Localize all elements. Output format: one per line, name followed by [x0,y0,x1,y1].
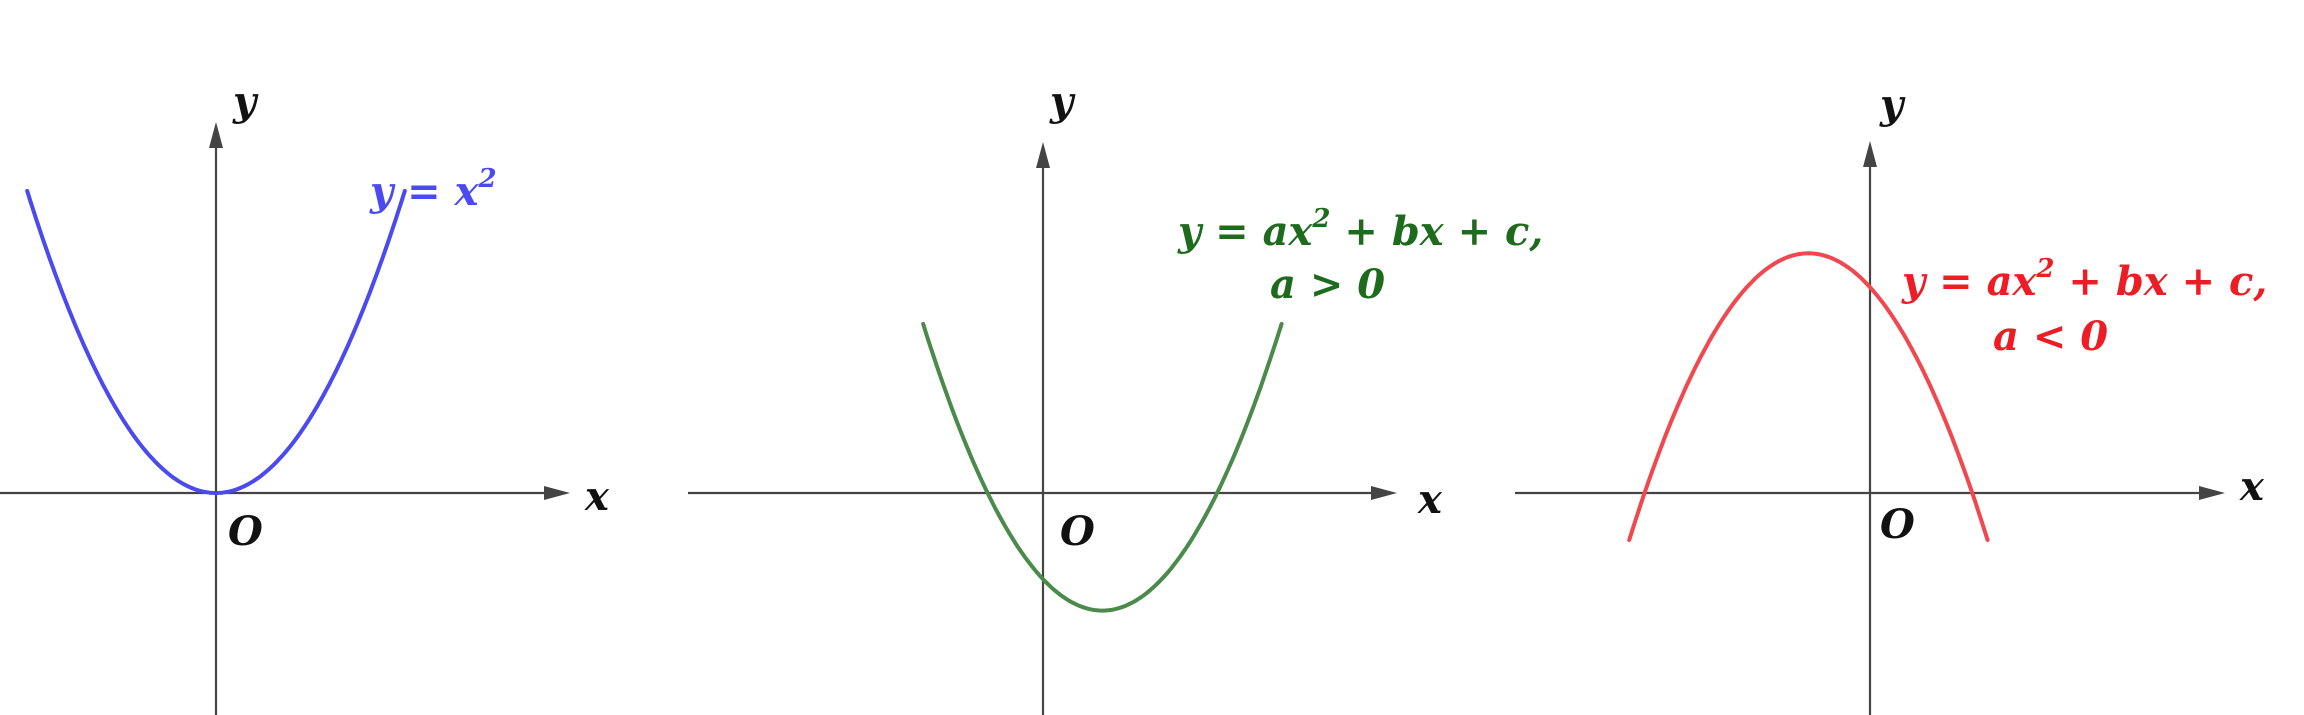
panel-1-equation-exponent: 2 [477,164,496,194]
panel-3-equation: y = ax2 + bx + c, [1901,254,2267,305]
panel-3-equation-tail: + bx + c, [2054,258,2267,305]
panel-2-x-axis-arrow [1371,486,1397,500]
panel-2-condition: a > 0 [1270,261,1385,308]
panel-2-equation-lead: y = ax [1177,208,1314,255]
panel-1-y-axis-label: y [232,78,259,125]
panel-1-x-axis-label: x [584,473,610,520]
panel-2-y-axis-arrow [1036,142,1050,168]
panel-3-x-axis-arrow [2199,486,2225,500]
panel-3-equation-lead: y = ax [1901,258,2038,305]
panel-1-equation-lead: y = x [369,168,480,215]
panel-1: x y O y = x2 [0,78,610,715]
panel-2-equation-exponent: 2 [1311,204,1330,234]
panel-2-parabola [921,321,1284,613]
panel-3-condition: a < 0 [1993,313,2108,360]
panel-2-equation-tail: + bx + c, [1330,208,1543,255]
panel-2-x-axis-label: x [1417,476,1443,523]
panel-1-equation: y = x2 [369,164,497,215]
panel-2-y-axis-label: y [1049,78,1076,125]
panel-3-y-axis-arrow [1863,141,1877,167]
panel-2: x y O y = ax2 + bx + c, a > 0 [688,78,1543,715]
panel-2-equation: y = ax2 + bx + c, [1177,204,1543,255]
panel-1-x-axis-arrow [544,486,570,500]
panel-3-equation-exponent: 2 [2035,254,2054,284]
panel-3: x y O y = ax2 + bx + c, a < 0 [1515,81,2267,715]
panel-2-origin-label: O [1060,508,1095,555]
panel-3-parabola [1627,251,1990,542]
panel-1-origin-label: O [228,508,263,555]
panel-3-x-axis-label: x [2239,463,2265,510]
panel-3-y-axis-label: y [1879,81,1906,128]
panel-1-parabola [25,188,407,495]
panel-1-y-axis-arrow [209,122,223,148]
panel-3-origin-label: O [1880,501,1915,548]
